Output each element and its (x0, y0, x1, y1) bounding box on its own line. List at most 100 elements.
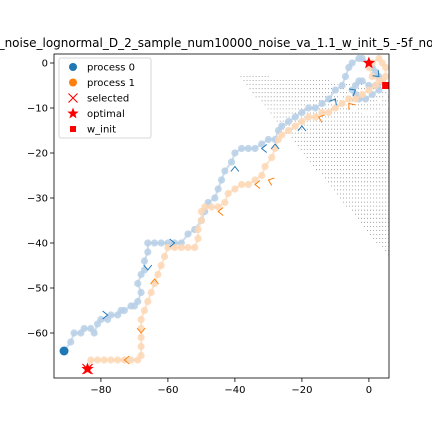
data-point-process-1 (325, 109, 332, 116)
direction-arrow-process-0-shape (298, 126, 306, 131)
data-point-process-1 (138, 352, 145, 359)
data-point-process-0 (60, 347, 69, 356)
data-point-process-0 (325, 95, 332, 102)
legend-symbol (70, 126, 76, 132)
data-point-process-0 (215, 185, 222, 192)
data-point-process-0 (285, 118, 292, 125)
data-point-process-1 (339, 100, 346, 107)
data-point-process-1 (272, 145, 279, 152)
data-point-process-1 (375, 55, 382, 62)
x-tick-label: −40 (224, 385, 245, 396)
data-point-process-1 (87, 356, 94, 363)
legend-symbol (69, 79, 77, 87)
data-point-process-0 (81, 325, 88, 332)
data-point-process-1 (198, 217, 205, 224)
data-point-process-1 (94, 356, 101, 363)
direction-arrow-process-0 (298, 126, 306, 131)
data-point-process-0 (91, 329, 98, 336)
data-point-process-1 (158, 262, 165, 269)
data-point-process-1 (278, 131, 285, 138)
data-point-process-0 (298, 109, 305, 116)
data-point-process-1 (101, 356, 108, 363)
data-point-process-0 (251, 145, 258, 152)
data-point-process-1 (225, 190, 232, 197)
legend-circle-icon (69, 63, 77, 71)
data-point-process-1 (194, 235, 201, 242)
data-point-process-1 (141, 307, 148, 314)
data-point-process-1 (201, 203, 208, 210)
data-point-process-1 (208, 203, 215, 210)
data-point-process-1 (375, 77, 382, 84)
legend-label: process 1 (87, 78, 135, 89)
x-tick-label: −60 (157, 385, 178, 396)
data-point-process-0 (97, 316, 104, 323)
data-point-process-0 (312, 104, 319, 111)
data-point-process-0 (184, 230, 191, 237)
data-point-process-1 (127, 356, 134, 363)
data-point-process-1 (261, 163, 268, 170)
data-point-process-1 (194, 226, 201, 233)
legend-label: selected (87, 94, 129, 105)
data-point-process-1 (178, 244, 185, 251)
data-point-process-1 (305, 113, 312, 120)
legend-symbol (69, 63, 77, 71)
data-point-process-0 (292, 113, 299, 120)
data-point-process-1 (138, 343, 145, 350)
data-point-process-1 (161, 253, 168, 260)
data-point-process-0 (138, 289, 145, 296)
y-tick-label: −20 (27, 149, 48, 160)
data-point-process-1 (359, 91, 366, 98)
data-point-process-0 (359, 77, 366, 84)
data-point-process-1 (231, 185, 238, 192)
direction-arrow-process-0-shape (231, 167, 239, 172)
data-point-process-0 (121, 307, 128, 314)
data-point-process-1 (148, 289, 155, 296)
data-point-process-0 (318, 100, 325, 107)
legend-square-icon (70, 126, 76, 132)
chart-title: _noise_lognormal_D_2_sample_num10000_noi… (0, 36, 432, 50)
y-tick-label: −50 (27, 284, 48, 295)
y-tick-label: −40 (27, 239, 48, 250)
data-point-process-0 (231, 149, 238, 156)
data-point-process-0 (67, 338, 74, 345)
data-point-process-1 (238, 181, 245, 188)
data-point-process-0 (221, 167, 228, 174)
data-point-process-0 (144, 248, 151, 255)
data-point-process-0 (141, 257, 148, 264)
data-point-process-1 (151, 280, 158, 287)
data-point-process-1 (138, 325, 145, 332)
data-point-process-1 (221, 199, 228, 206)
data-point-process-0 (228, 158, 235, 165)
y-tick-label: −60 (27, 329, 48, 340)
data-point-process-1 (245, 181, 252, 188)
data-point-process-1 (114, 356, 121, 363)
data-point-process-1 (138, 316, 145, 323)
data-point-process-0 (141, 266, 148, 273)
data-point-process-0 (349, 59, 356, 66)
direction-arrow-process-0 (231, 167, 239, 172)
direction-arrow-process-1-shape (267, 176, 274, 185)
legend-label: optimal (87, 109, 125, 120)
data-point-process-0 (332, 86, 339, 93)
w-init-marker (382, 82, 389, 89)
x-tick-label: −80 (90, 385, 111, 396)
data-point-process-1 (382, 73, 389, 80)
data-point-process-1 (285, 127, 292, 134)
data-point-process-1 (298, 118, 305, 125)
data-point-process-1 (268, 154, 275, 161)
data-point-process-0 (342, 73, 349, 80)
legend: process 0process 1selectedoptimalw_init (59, 58, 151, 138)
data-point-process-1 (154, 271, 161, 278)
data-point-process-0 (107, 311, 114, 318)
data-point-process-0 (71, 329, 78, 336)
y-tick-label: −10 (27, 104, 48, 115)
legend-circle-icon (69, 79, 77, 87)
data-point-process-1 (345, 95, 352, 102)
x-tick-label: 0 (366, 385, 372, 396)
data-point-process-1 (352, 95, 359, 102)
data-point-process-0 (238, 145, 245, 152)
data-point-process-1 (332, 104, 339, 111)
data-point-process-0 (278, 122, 285, 129)
